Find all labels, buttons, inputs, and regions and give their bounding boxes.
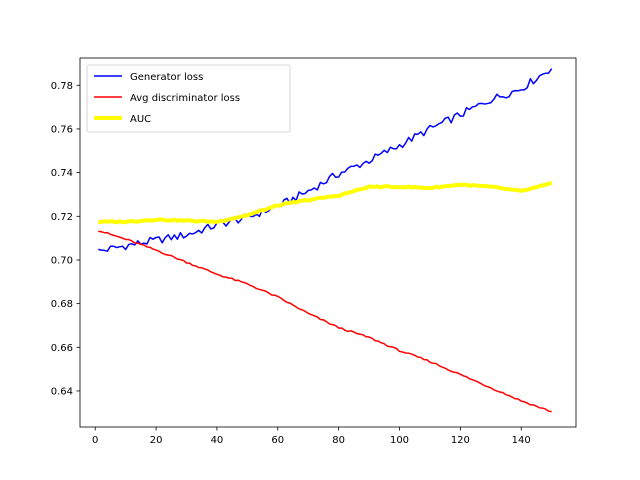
legend: Generator loss Avg discriminator loss AUC: [86, 64, 291, 133]
y-tick-label: 0.76: [51, 125, 73, 136]
series-line-1: [98, 68, 553, 252]
legend-label-2: Avg discriminator loss: [130, 93, 240, 104]
y-tick-label: 0.64: [51, 387, 73, 398]
x-tick-label: 140: [512, 435, 531, 446]
series-line-3: [98, 180, 553, 225]
legend-box: [86, 64, 291, 133]
axes-frame: [79, 57, 577, 428]
legend-label-1: Generator loss: [130, 72, 203, 83]
x-tick-label: 120: [451, 435, 470, 446]
axes: 0 20 40 60 80 100 120 140 0.64 0.66 0.68 0.70 0.72 0.…: [51, 57, 577, 446]
y-tick-label: 0.70: [51, 256, 73, 267]
x-tick-label: 100: [390, 435, 409, 446]
x-tick-label: 40: [211, 435, 224, 446]
x-tick-label: 60: [271, 435, 284, 446]
series-line-2: [98, 230, 552, 413]
y-tick-label: 0.74: [51, 168, 73, 179]
y-tick-label: 0.78: [51, 81, 73, 92]
y-tick-label: 0.68: [51, 299, 73, 310]
x-tick-label: 0: [92, 435, 98, 446]
plot-area: [98, 68, 553, 413]
y-tick-label: 0.72: [51, 212, 73, 223]
x-tick-label: 80: [332, 435, 345, 446]
legend-label-3: AUC: [130, 114, 151, 125]
y-tick-label: 0.66: [51, 343, 73, 354]
x-tick-label: 20: [150, 435, 163, 446]
